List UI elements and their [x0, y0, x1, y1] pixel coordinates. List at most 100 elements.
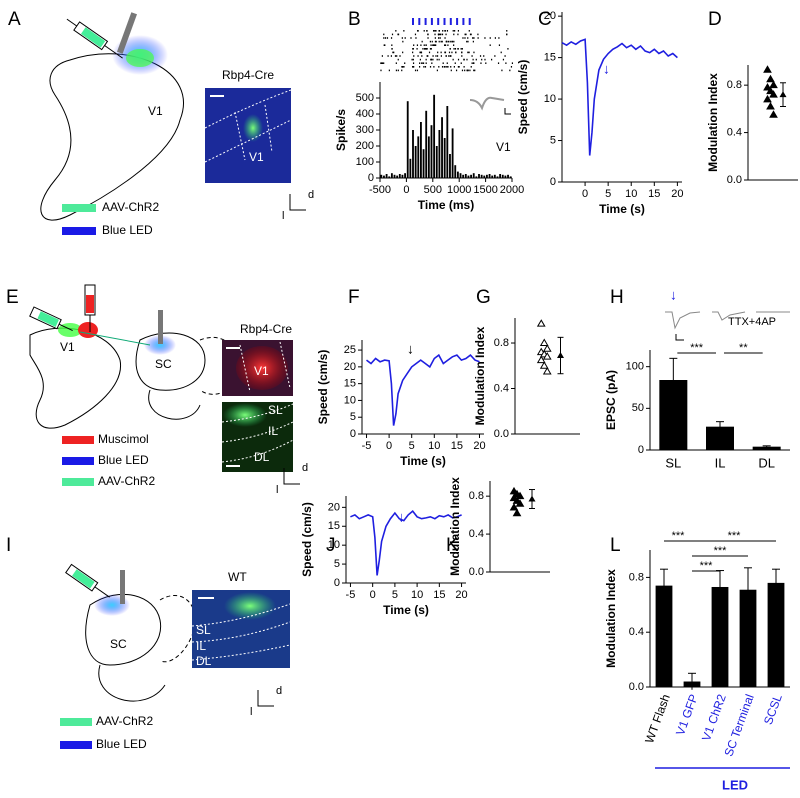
- raster-tick: [457, 48, 459, 50]
- histogram-bar: [430, 125, 433, 178]
- raster-tick: [425, 62, 427, 64]
- micrograph-glow: [243, 114, 263, 142]
- epsc-trace: [665, 311, 790, 330]
- led-pulse: [462, 18, 465, 25]
- histogram-bar: [414, 146, 417, 178]
- y-axis-label: Spike/s: [334, 109, 348, 151]
- muscimol-spot: [78, 322, 98, 338]
- y-axis-label: Speed (cm/s): [316, 350, 330, 425]
- bar: [752, 446, 781, 450]
- raster-tick: [475, 58, 477, 61]
- raster-tick: [464, 33, 466, 36]
- raster-tick: [422, 62, 425, 64]
- micrograph-glow: [223, 403, 267, 427]
- raster-tick: [458, 66, 460, 68]
- raster-tick: [457, 66, 460, 68]
- histogram-bar: [409, 158, 412, 178]
- y-tick-label: 0: [638, 444, 644, 456]
- raster-tick: [448, 55, 450, 57]
- raster-tick: [435, 55, 437, 57]
- raster-tick: [447, 44, 449, 46]
- raster-tick: [467, 37, 469, 39]
- data-point: [542, 352, 552, 360]
- histogram-bar: [422, 149, 425, 178]
- raster-tick: [467, 69, 469, 72]
- x-tick-label: 0: [582, 188, 588, 200]
- histogram-bar: [475, 176, 478, 178]
- led-pulse: [443, 18, 446, 25]
- data-point: [763, 65, 772, 73]
- x-tick-label: V1 GFP: [673, 692, 701, 737]
- raster-tick: [414, 33, 417, 36]
- raster-tick: [445, 33, 447, 36]
- raster-tick: [412, 48, 414, 50]
- raster-tick: [419, 51, 421, 54]
- legend-swatch: [62, 457, 94, 465]
- raster-tick: [484, 58, 486, 61]
- y-tick-label: 300: [356, 124, 374, 136]
- raster-tick: [381, 62, 384, 64]
- legend-swatch: [62, 227, 96, 235]
- y-tick-label: 0.8: [494, 337, 509, 349]
- raster-tick: [403, 66, 405, 68]
- raster-tick: [380, 69, 382, 72]
- raster-tick: [447, 66, 449, 68]
- x-tick-label: 20: [473, 440, 485, 452]
- panel-label: I: [6, 535, 11, 556]
- y-tick-label: 10: [544, 93, 556, 105]
- histogram-bar: [486, 174, 488, 178]
- group-label: LED: [722, 777, 748, 792]
- raster-tick: [430, 48, 432, 50]
- histogram-bar: [496, 176, 499, 178]
- raster-tick: [505, 62, 507, 64]
- raster-tick: [451, 40, 454, 43]
- y-tick-label: 500: [356, 92, 374, 104]
- raster-tick: [483, 55, 485, 57]
- histogram-bar: [433, 94, 436, 178]
- raster-tick: [481, 58, 483, 61]
- raster-tick: [412, 66, 414, 68]
- raster-tick: [430, 44, 432, 46]
- raster-tick: [494, 37, 496, 39]
- sc-outline: [98, 664, 166, 702]
- raster-tick: [393, 51, 395, 54]
- raster-tick: [441, 33, 444, 36]
- significance-label: ***: [700, 560, 714, 572]
- raster-tick: [429, 66, 432, 68]
- optic-fiber: [116, 12, 138, 54]
- raster-tick: [506, 30, 508, 32]
- significance-label: ***: [714, 545, 728, 557]
- raster-tick: [467, 51, 469, 54]
- image-title: Rbp4-Cre: [240, 322, 292, 336]
- histogram-bar: [441, 117, 443, 178]
- raster-tick: [450, 69, 452, 72]
- data-point: [512, 508, 522, 517]
- raster-tick: [461, 48, 463, 50]
- raster-tick: [438, 66, 440, 68]
- image-title: Rbp4-Cre: [222, 68, 274, 82]
- raster-tick: [387, 55, 389, 57]
- legend-swatch: [60, 718, 92, 726]
- raster-tick: [469, 33, 472, 36]
- histogram-bar: [443, 138, 446, 178]
- raster-tick: [444, 30, 446, 32]
- y-tick-label: 0: [368, 172, 374, 184]
- orientation-label: d: [302, 462, 308, 474]
- raster-tick: [501, 69, 503, 72]
- histogram-bar: [420, 122, 422, 178]
- x-tick-label: V1 ChR2: [699, 692, 729, 743]
- raster-tick: [417, 30, 419, 32]
- raster-tick: [435, 40, 437, 43]
- histogram-bar: [412, 130, 414, 178]
- y-tick-label: 100: [356, 156, 374, 168]
- legend-label: AAV-ChR2: [96, 714, 153, 728]
- raster-tick: [401, 66, 403, 68]
- raster-tick: [504, 55, 506, 57]
- histogram-bar: [385, 174, 388, 178]
- histogram-bar: [438, 130, 441, 178]
- region-label: SC: [155, 357, 172, 371]
- y-tick-label: 15: [544, 52, 556, 64]
- raster-tick: [383, 33, 385, 36]
- raster-tick: [453, 33, 455, 36]
- raster-tick: [433, 44, 435, 46]
